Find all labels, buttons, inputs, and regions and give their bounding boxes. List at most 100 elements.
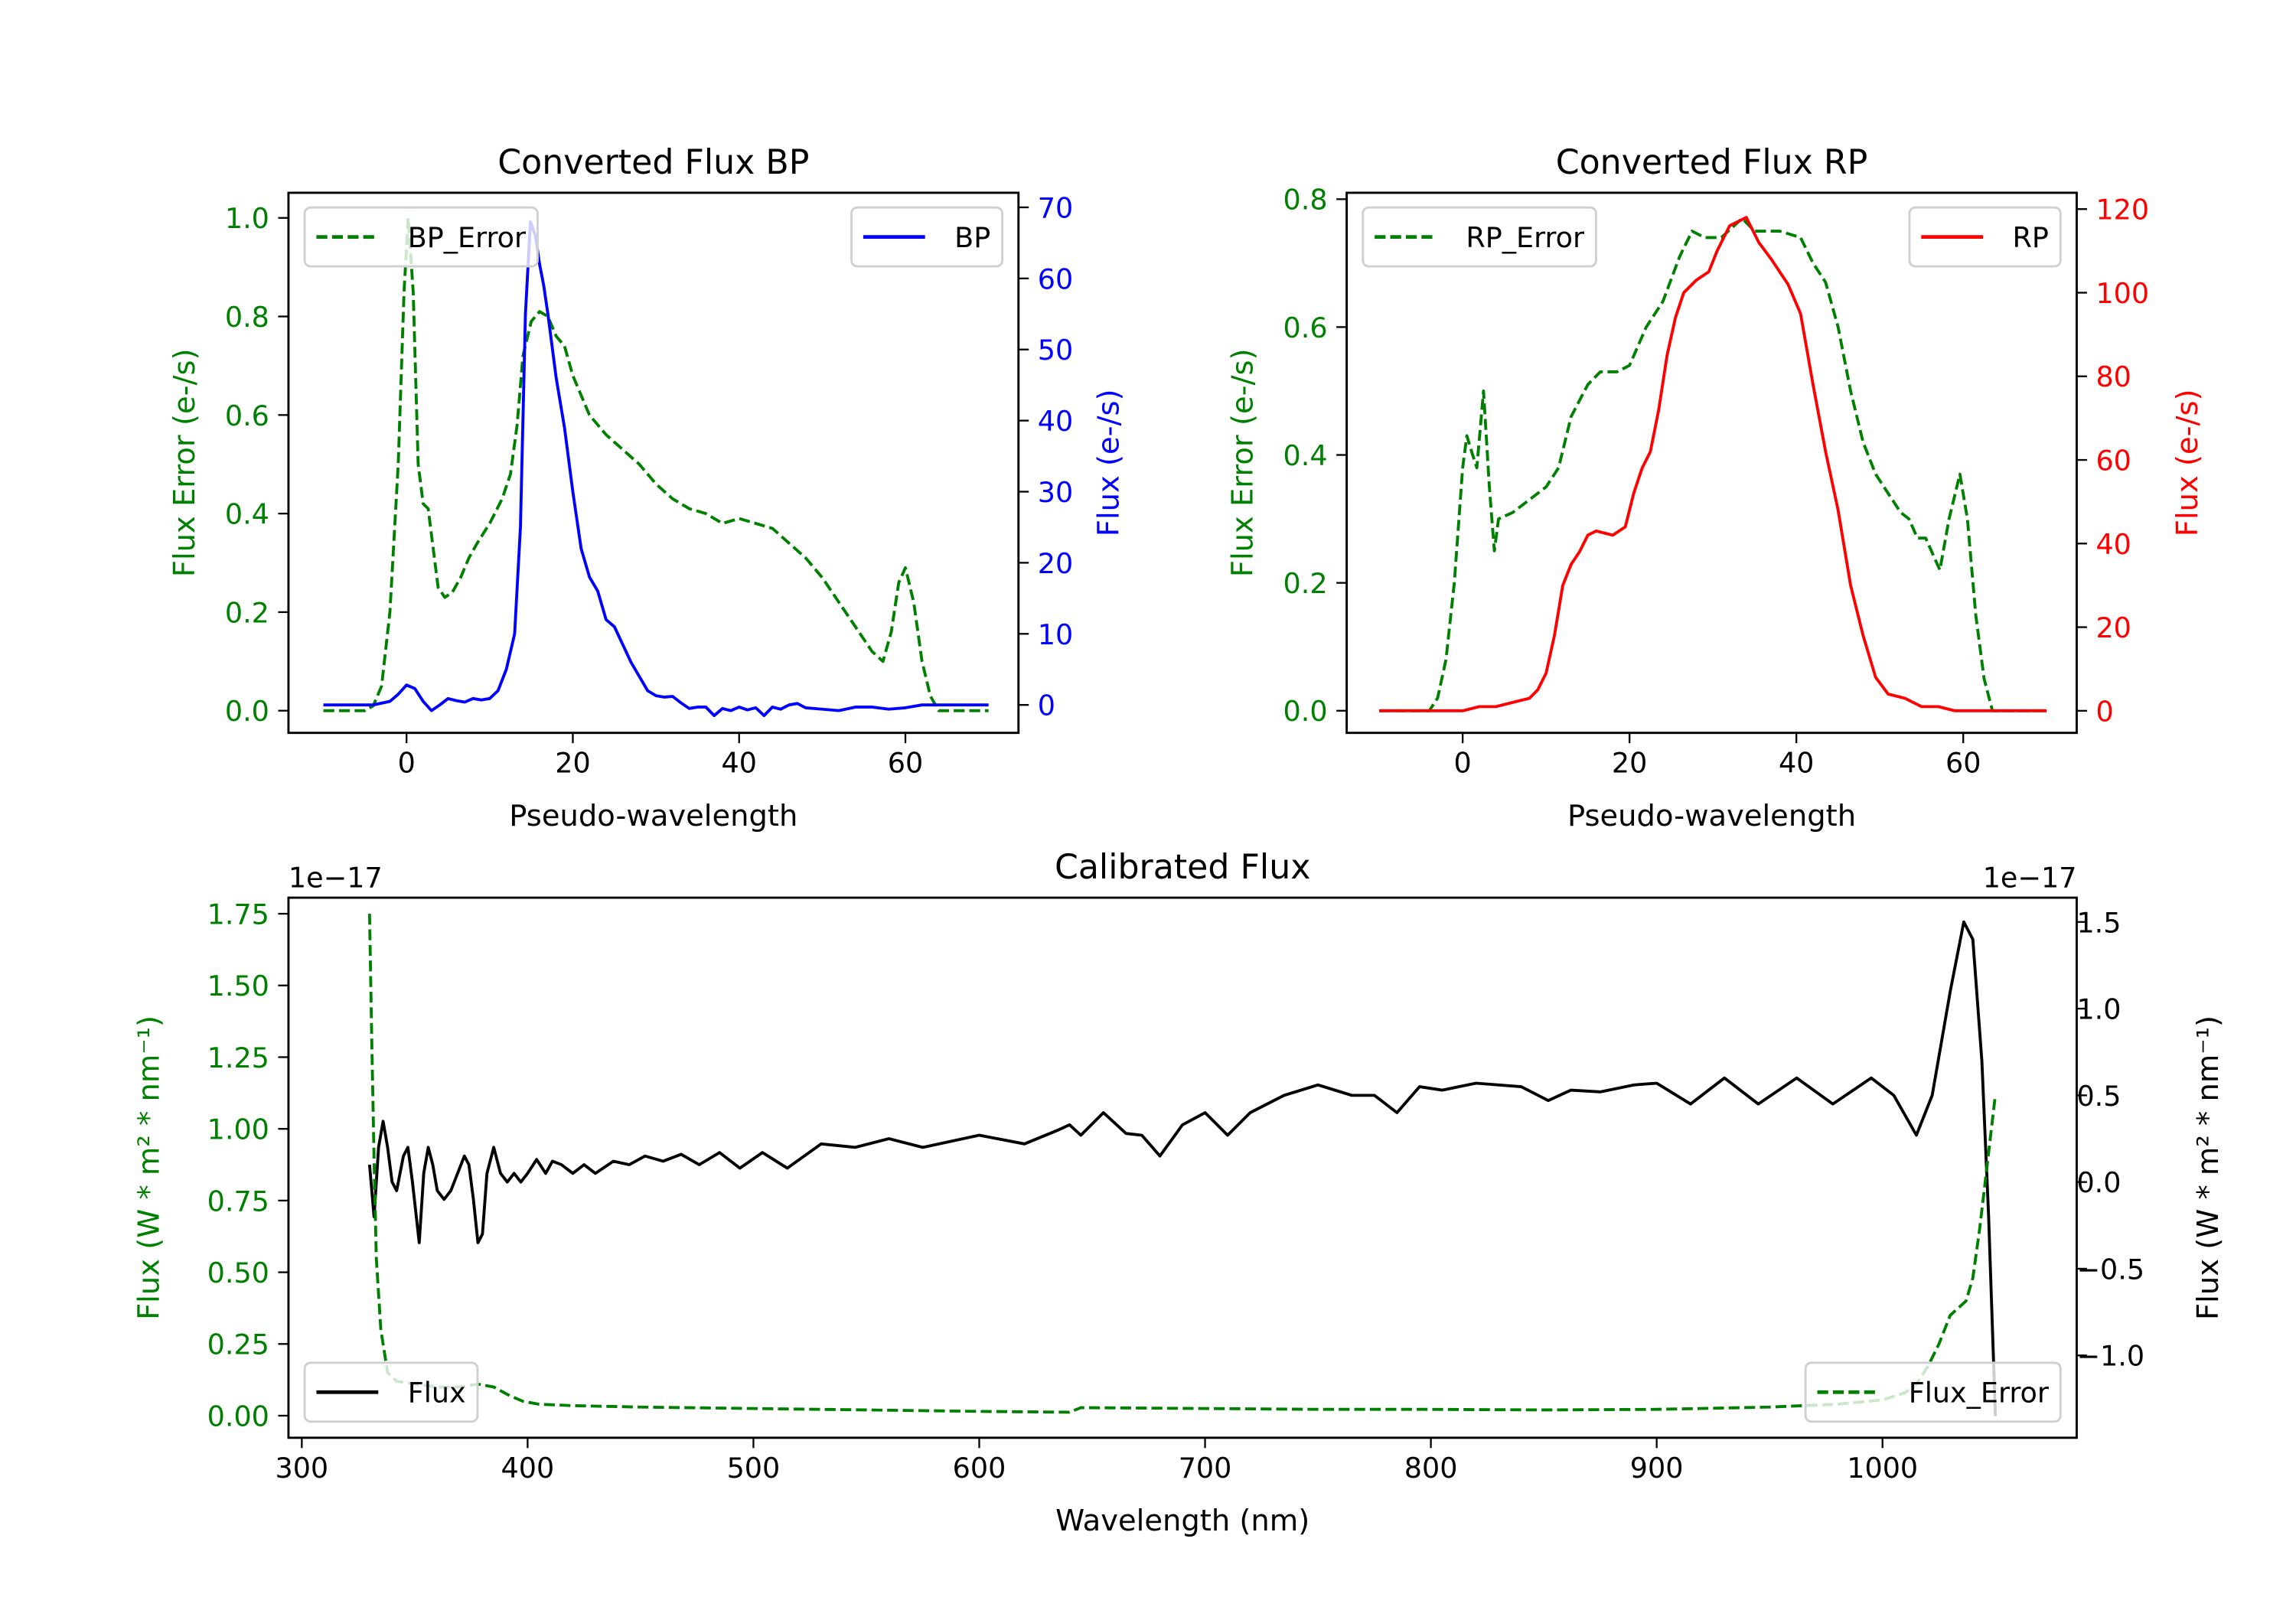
legend-box — [1362, 206, 1597, 268]
y-right-tick-label: 80 — [2095, 360, 2131, 393]
axes-frame — [287, 191, 1020, 735]
y-right-axis-label: Flux (e-/s) — [2170, 389, 2205, 536]
x-tick-label: 40 — [722, 747, 757, 780]
legend-box — [303, 206, 539, 268]
y-right-tick-label: 0.5 — [2076, 1080, 2121, 1113]
legend-rp-error: RP_Error — [1362, 206, 1597, 268]
y-left-tick-label: 0.8 — [1283, 184, 1328, 217]
x-axis-label: Wavelength (nm) — [1055, 1504, 1309, 1538]
y-right-tick-label: 60 — [1038, 262, 1073, 295]
y-left-tick-label: 0.8 — [225, 301, 269, 334]
legend-box — [1908, 206, 2062, 268]
y-right-tick-label: 120 — [2095, 194, 2149, 227]
y-left-offset-text: 1e−17 — [289, 862, 383, 895]
y-right-tick-label: 60 — [2095, 444, 2131, 477]
y-left-axis-label: Flux (W * m² * nm⁻¹) — [132, 1015, 167, 1320]
x-tick-label: 300 — [275, 1452, 328, 1485]
y-left-tick-label: 0.2 — [225, 596, 269, 629]
y-right-tick-label: 20 — [1038, 547, 1073, 580]
y-right-tick-label: 70 — [1038, 191, 1073, 224]
series-line-rp — [1379, 216, 2047, 712]
y-left-tick-label: 1.00 — [207, 1113, 269, 1146]
y-right-tick-label: 0 — [1038, 689, 1055, 722]
x-tick-label: 60 — [888, 747, 923, 780]
y-left-axis-label: Flux Error (e-/s) — [168, 348, 202, 577]
chart-title: Converted Flux BP — [497, 143, 809, 182]
y-right-tick-label: 0.0 — [2076, 1166, 2121, 1199]
y-right-offset-text: 1e−17 — [1983, 862, 2077, 895]
chart-rp: 0 20 40 60 0.0 0.2 0.4 0.6 0.8 0 20 40 60 80 100 120 Con… — [1226, 143, 2206, 833]
y-left-tick-label: 0.4 — [225, 498, 269, 531]
y-left-tick-label: 1.75 — [207, 898, 269, 931]
y-right-tick-label: 1.0 — [2076, 993, 2121, 1026]
y-left-tick-label: 1.50 — [207, 970, 269, 1002]
y-right-tick-label: −0.5 — [2076, 1253, 2144, 1286]
y-left-tick-label: 0.25 — [207, 1328, 269, 1361]
y-right-axis-label: Flux (e-/s) — [1092, 389, 1127, 536]
legend-label: Flux_Error — [1909, 1377, 2050, 1410]
x-tick-label: 500 — [727, 1452, 781, 1485]
y-right-tick-label: 1.5 — [2076, 906, 2121, 939]
chart-cal: 300 400 500 600 700 800 900 1000 0.00 0.25 0.50 0.7… — [132, 848, 2226, 1538]
chart-title: Calibrated Flux — [1055, 848, 1310, 887]
legend-box — [850, 206, 1004, 268]
x-tick-label: 900 — [1630, 1452, 1684, 1485]
x-tick-label: 400 — [501, 1452, 555, 1485]
y-left-tick-label: 1.0 — [225, 202, 269, 235]
x-tick-label: 60 — [1945, 747, 1981, 780]
x-tick-label: 20 — [555, 747, 590, 780]
y-left-tick-label: 0.75 — [207, 1185, 269, 1217]
y-right-tick-label: 40 — [2095, 528, 2131, 561]
x-tick-label: 600 — [953, 1452, 1006, 1485]
y-left-tick-label: 0.2 — [1283, 567, 1328, 600]
chart-bp: 0 20 40 60 0.0 0.2 0.4 0.6 0.8 1.0 0 10 20 30 40 50 60 70… — [168, 143, 1127, 833]
x-tick-label: 40 — [1779, 747, 1814, 780]
y-left-tick-label: 0.6 — [225, 399, 269, 432]
chart-title: Converted Flux RP — [1556, 143, 1868, 182]
legend-bp-error: BP_Error — [303, 206, 539, 268]
x-axis-label: Pseudo-wavelength — [509, 799, 797, 833]
x-axis-label: Pseudo-wavelength — [1567, 799, 1856, 833]
y-left-tick-label: 0.00 — [207, 1400, 269, 1433]
legend-flux: Flux — [303, 1361, 479, 1423]
y-right-axis-label: Flux (W * m² * nm⁻¹) — [2191, 1015, 2226, 1320]
legend-rp: RP — [1908, 206, 2062, 268]
x-tick-label: 0 — [1454, 747, 1472, 780]
y-left-tick-label: 0.6 — [1283, 311, 1328, 344]
y-left-tick-label: 0.0 — [1283, 695, 1328, 728]
legend-box — [1804, 1361, 2062, 1423]
legend-label: RP — [2013, 221, 2049, 254]
legend-label: BP_Error — [408, 221, 527, 254]
axes-frame — [287, 896, 2078, 1439]
y-right-tick-label: −1.0 — [2076, 1340, 2144, 1373]
legend-box — [303, 1361, 479, 1423]
legend-flux-error: Flux_Error — [1804, 1361, 2062, 1423]
y-left-tick-label: 0.50 — [207, 1257, 269, 1289]
series-line-flux — [367, 920, 1998, 1416]
x-tick-label: 800 — [1404, 1452, 1458, 1485]
series-line-flux-error — [367, 914, 1998, 1414]
y-left-axis-label: Flux Error (e-/s) — [1226, 348, 1261, 577]
y-right-tick-label: 50 — [1038, 334, 1073, 367]
legend-label: RP_Error — [1466, 221, 1585, 254]
y-right-tick-label: 30 — [1038, 476, 1073, 509]
legend-bp: BP — [850, 206, 1004, 268]
y-left-tick-label: 0.0 — [225, 695, 269, 728]
legend-label: Flux — [408, 1377, 466, 1410]
y-right-tick-label: 100 — [2095, 277, 2149, 310]
y-right-tick-label: 10 — [1038, 618, 1073, 651]
y-left-tick-label: 0.4 — [1283, 439, 1328, 472]
series-line-bp — [323, 220, 989, 718]
y-right-tick-label: 40 — [1038, 405, 1073, 438]
y-left-tick-label: 1.25 — [207, 1041, 269, 1074]
legend-label: BP — [954, 221, 990, 254]
axes-frame — [1345, 191, 2078, 735]
x-tick-label: 0 — [398, 747, 416, 780]
x-tick-label: 20 — [1612, 747, 1647, 780]
series-line-bp-error — [323, 216, 989, 712]
y-right-tick-label: 0 — [2095, 695, 2113, 728]
series-line-rp-error — [1379, 217, 2047, 712]
y-right-tick-label: 20 — [2095, 611, 2131, 644]
x-tick-label: 1000 — [1847, 1452, 1918, 1485]
